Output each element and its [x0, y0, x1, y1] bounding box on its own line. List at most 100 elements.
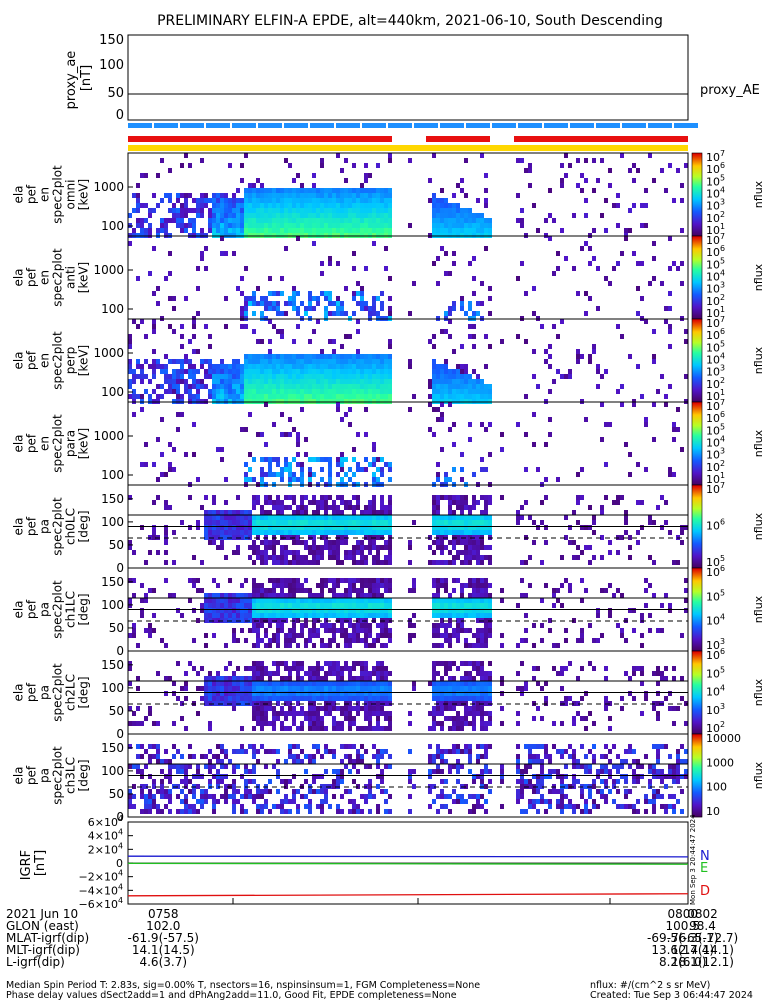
spectrogram-cell — [264, 603, 268, 608]
spectrogram-cell — [252, 311, 256, 316]
spectrogram-cell — [252, 711, 256, 716]
spectrogram-cell — [476, 500, 480, 505]
spectrogram-cell — [368, 608, 372, 613]
spectrogram-cell — [288, 369, 292, 374]
spectrogram-cell — [180, 203, 184, 208]
spectrogram-cell — [448, 500, 452, 505]
spectrogram-cell — [180, 324, 184, 329]
spectrogram-cell — [480, 301, 484, 306]
spectrogram-cell — [488, 560, 492, 565]
spectrogram-cell — [300, 188, 304, 193]
spectrogram-cell — [364, 407, 368, 412]
spectrogram-cell — [308, 716, 312, 721]
spectrogram-cell — [260, 555, 264, 560]
spectrogram-cell — [348, 334, 352, 339]
spectrogram-cell — [296, 384, 300, 389]
spectrogram-cell — [192, 324, 196, 329]
spectrogram-cell — [384, 623, 388, 628]
spectrogram-cell — [316, 583, 320, 588]
spectrogram-cell — [284, 198, 288, 203]
spectrogram-cell — [196, 671, 200, 676]
spectrogram-cell — [532, 540, 536, 545]
spectrogram-cell — [224, 618, 228, 623]
spectrogram-cell — [372, 701, 376, 706]
spectrogram-cell — [460, 721, 464, 726]
colorbar-band — [692, 561, 702, 563]
spectrogram-cell — [216, 369, 220, 374]
spectrogram-cell — [220, 203, 224, 208]
ytick-label: 100 — [101, 598, 124, 612]
spectrogram-cell — [432, 603, 436, 608]
spectrogram-cell — [352, 203, 356, 208]
spectrogram-cell — [292, 540, 296, 545]
spectrogram-cell — [428, 384, 432, 389]
spectrogram-cell — [616, 324, 620, 329]
colorbar-tick: 103 — [706, 447, 725, 462]
spectrogram-cell — [320, 467, 324, 472]
spectrogram-cell — [432, 643, 436, 648]
spectrogram-cell — [240, 379, 244, 384]
spectrogram-cell — [208, 726, 212, 731]
colorbar-band — [692, 153, 702, 155]
spectrogram-cell — [460, 540, 464, 545]
spectrogram-cell — [436, 407, 440, 412]
spectrogram-cell — [308, 188, 312, 193]
spectrogram-cell — [468, 628, 472, 633]
spectrogram-cell — [640, 643, 644, 648]
spectrogram-cell — [480, 726, 484, 731]
spectrogram-cell — [460, 530, 464, 535]
spectrogram-cell — [252, 203, 256, 208]
spectrogram-cell — [500, 447, 504, 452]
spectrogram-cell — [204, 193, 208, 198]
spectrogram-cell — [356, 354, 360, 359]
spectrogram-cell — [236, 701, 240, 706]
spectrogram-cell — [440, 686, 444, 691]
spectrogram-cell — [324, 188, 328, 193]
spectrogram-cell — [388, 671, 392, 676]
spectrogram-cell — [320, 163, 324, 168]
spectrogram-cell — [336, 520, 340, 525]
spectrogram-cell — [612, 203, 616, 208]
spectrogram-cell — [216, 671, 220, 676]
spectrogram-cell — [648, 281, 652, 286]
spectrogram-cell — [268, 578, 272, 583]
spectrogram-cell — [292, 198, 296, 203]
spectrogram-cell — [468, 306, 472, 311]
spectrogram-cell — [468, 545, 472, 550]
spectrogram-cell — [248, 296, 252, 301]
spectrogram-cell — [488, 311, 492, 316]
spectrogram-cell — [344, 588, 348, 593]
spectrogram-cell — [240, 530, 244, 535]
spectrogram-cell — [472, 676, 476, 681]
spectrogram-cell — [204, 495, 208, 500]
spectrogram-cell — [460, 374, 464, 379]
spectrogram-cell — [300, 213, 304, 218]
spectrogram-cell — [308, 608, 312, 613]
spectrogram-cell — [384, 676, 388, 681]
spectrogram-cell — [652, 276, 656, 281]
colorbar-band — [692, 191, 702, 193]
spectrogram-cell — [280, 389, 284, 394]
spectrogram-cell — [324, 389, 328, 394]
spectrogram-cell — [372, 643, 376, 648]
spectrogram-cell — [444, 515, 448, 520]
spectrogram-cell — [164, 505, 168, 510]
status-bar-blue-segment — [388, 123, 412, 128]
spectrogram-cell — [360, 628, 364, 633]
spectrogram-cell — [244, 603, 248, 608]
spectrogram-cell — [184, 198, 188, 203]
spectrogram-cell — [460, 369, 464, 374]
colorbar-band — [692, 179, 702, 181]
spectrogram-cell — [152, 374, 156, 379]
spectrogram-cell — [224, 613, 228, 618]
spectrogram-cell — [336, 515, 340, 520]
spectrogram-cell — [312, 500, 316, 505]
spectrogram-cell — [488, 603, 492, 608]
spectrogram-cell — [448, 374, 452, 379]
spectrogram-cell — [204, 696, 208, 701]
spectrogram-cell — [328, 706, 332, 711]
spectrogram-cell — [344, 643, 348, 648]
spectrogram-cell — [660, 525, 664, 530]
spectrogram-cell — [352, 613, 356, 618]
spectrogram-cell — [432, 706, 436, 711]
